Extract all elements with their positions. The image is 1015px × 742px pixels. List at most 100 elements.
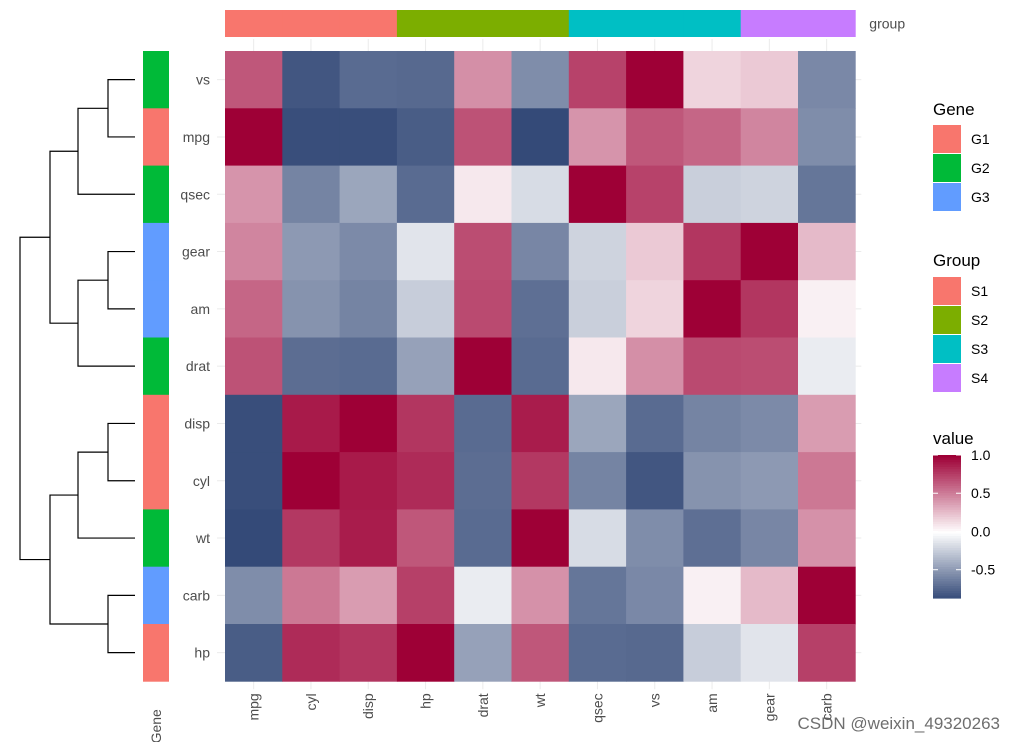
colorbar-segment: [933, 531, 961, 535]
gene-bar-cell: [143, 394, 169, 453]
column-tick-label: drat: [475, 693, 491, 717]
colorbar-segment: [933, 505, 961, 509]
gene-bar-cell: [143, 337, 169, 396]
colorbar-segment: [933, 588, 961, 592]
heatmap-cell: [568, 222, 627, 281]
colorbar-segment: [933, 593, 961, 597]
heatmap-cell: [740, 108, 799, 166]
heatmap-cell: [568, 51, 627, 109]
heatmap-cell: [683, 165, 742, 224]
heatmap-cell: [740, 452, 799, 510]
column-tick-label: hp: [418, 693, 434, 709]
gene-bar-cell: [143, 509, 169, 568]
heatmap-cell: [339, 337, 398, 396]
column-tick-label: am: [704, 693, 720, 712]
colorbar-segment: [933, 590, 961, 594]
colorbar-segment: [933, 569, 961, 573]
colorbar-tick-label: 0.5: [971, 485, 991, 501]
heatmap-cell: [626, 51, 684, 109]
heatmap-cell: [626, 222, 684, 281]
group-bar-cell: [740, 10, 799, 37]
gene-legend-title: Gene: [933, 100, 975, 119]
heatmap-cell: [568, 394, 627, 453]
colorbar-segment: [933, 557, 961, 561]
heatmap-cell: [225, 222, 283, 281]
colorbar-segment: [933, 552, 961, 556]
heatmap-cell: [282, 624, 340, 682]
dendrogram-branch: [107, 250, 135, 310]
heatmap-cell: [798, 509, 856, 568]
group-legend-key: [933, 306, 961, 334]
colorbar-segment: [933, 488, 961, 492]
group-bar-cell: [568, 10, 627, 37]
column-tick-label: qsec: [589, 693, 605, 723]
heatmap-cell: [339, 222, 398, 281]
colorbar-segment: [933, 545, 961, 549]
heatmap-cell: [798, 337, 856, 396]
gene-legend-key: [933, 183, 961, 211]
group-legend-label: S4: [971, 370, 988, 386]
colorbar-segment: [933, 466, 961, 470]
heatmap-cell: [626, 165, 684, 224]
colorbar-segment: [933, 555, 961, 559]
row-tick-label: mpg: [183, 129, 210, 145]
heatmap-cell: [282, 337, 340, 396]
colorbar-segment: [933, 490, 961, 494]
colorbar-segment: [933, 474, 961, 478]
gene-bar-label: Gene: [148, 709, 164, 742]
heatmap-cell: [225, 51, 283, 109]
gene-legend-label: G3: [971, 189, 990, 205]
heatmap-cell: [225, 452, 283, 510]
heatmap-cell: [626, 394, 684, 453]
heatmap-cell: [568, 509, 627, 568]
heatmap-cell: [396, 222, 455, 281]
heatmap-cell: [282, 222, 340, 281]
heatmap-cell: [396, 165, 455, 224]
group-bar-cell: [225, 10, 283, 37]
row-tick-label: qsec: [180, 186, 210, 202]
heatmap-cell: [626, 566, 684, 625]
heatmap-cell: [225, 337, 283, 396]
gene-bar-cell: [143, 108, 169, 166]
heatmap-cell: [798, 51, 856, 109]
colorbar-segment: [933, 495, 961, 499]
colorbar-segment: [933, 574, 961, 578]
heatmap-cell: [740, 509, 799, 568]
gene-bar-cell: [143, 165, 169, 224]
group-legend-label: S1: [971, 283, 988, 299]
heatmap-cell: [511, 165, 570, 224]
colorbar-segment: [933, 550, 961, 554]
dendrogram-branch: [49, 494, 108, 625]
column-tick-label: mpg: [246, 693, 262, 720]
row-tick-label: vs: [196, 72, 210, 88]
dendrogram-branch: [77, 451, 135, 539]
colorbar-segment: [933, 459, 961, 463]
heatmap-cell: [282, 452, 340, 510]
heatmap-cell: [454, 394, 512, 453]
colorbar-segment: [933, 483, 961, 487]
heatmap-cell: [454, 280, 512, 338]
row-tick-label: carb: [183, 587, 210, 603]
colorbar-segment: [933, 567, 961, 570]
heatmap-cell: [454, 452, 512, 510]
heatmap-cell: [740, 624, 799, 682]
colorbar-segment: [933, 521, 961, 525]
watermark-text: CSDN @weixin_49320263: [798, 714, 1000, 733]
colorbar-segment: [933, 497, 961, 501]
heatmap-cell: [626, 108, 684, 166]
dendrogram-branch: [19, 236, 50, 561]
heatmap-cell: [798, 624, 856, 682]
heatmap-cell: [683, 394, 742, 453]
gene-bar-cell: [143, 624, 169, 682]
heatmap-cell: [568, 280, 627, 338]
row-tick-label: hp: [194, 645, 210, 661]
colorbar-segment: [933, 571, 961, 575]
heatmap-cell: [339, 51, 398, 109]
heatmap-cell: [798, 280, 856, 338]
colorbar-segment: [933, 536, 961, 540]
colorbar-segment: [933, 507, 961, 511]
colorbar-segment: [933, 562, 961, 566]
heatmap-cell: [683, 337, 742, 396]
heatmap-cell: [683, 51, 742, 109]
